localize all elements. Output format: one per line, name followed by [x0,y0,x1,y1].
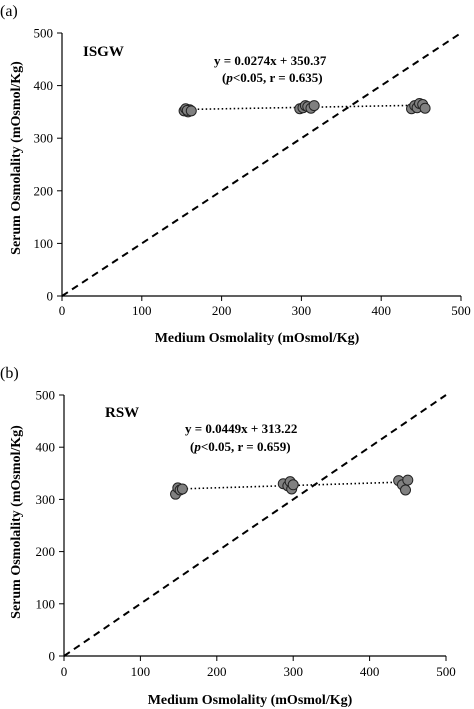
y-tick-label: 100 [34,236,54,251]
data-point [308,100,320,112]
y-tick-label: 500 [34,26,54,41]
data-point [400,484,412,496]
p-symbol: p [193,439,201,454]
y-tick-label: 400 [34,78,54,93]
p-symbol: p [225,70,233,85]
y-tick-label: 300 [36,492,56,507]
x-tick-label: 100 [131,664,151,679]
x-tick-label: 300 [292,303,312,318]
data-point [185,105,197,117]
panel-b: (b) RSW y = 0.0449x + 313.22 (p<0.05, r … [0,365,456,708]
y-tick-label: 200 [34,183,54,198]
data-point [419,102,431,114]
x-tick-label: 500 [451,303,471,318]
data-point [402,474,414,486]
regression-stats: (p<0.05, r = 0.635) [222,70,323,85]
y-tick-label: 100 [36,596,56,611]
identity-line [61,32,462,297]
y-axis-label: Serum Osmolality (mOsmol/Kg) [9,425,24,619]
panel-a: (a) ISGW y = 0.0274x + 350.37 (p<0.05, r… [0,3,471,346]
y-tick-label: 500 [36,388,56,403]
stats-rest: <0.05, r = 0.635) [233,70,323,85]
y-tick-label: 0 [47,289,54,304]
x-tick-label: 0 [59,303,66,318]
identity-line [63,394,447,657]
x-tick-label: 300 [283,664,303,679]
x-axis-label: Medium Osmolality (mOsmol/Kg) [148,693,353,708]
data-point [176,483,188,495]
y-tick-label: 300 [34,131,54,146]
panel-label: (a) [0,3,18,20]
chart-title: ISGW [83,44,124,60]
x-tick-label: 400 [371,303,391,318]
regression-equation: y = 0.0274x + 350.37 [214,53,327,68]
x-tick-label: 200 [212,303,232,318]
x-tick-label: 0 [61,664,68,679]
chart-title: RSW [105,405,139,421]
y-axis-label: Serum Osmolality (mOsmol/Kg) [9,61,24,255]
x-tick-label: 500 [436,664,456,679]
x-tick-label: 200 [207,664,227,679]
panel-label: (b) [0,365,19,382]
x-tick-label: 400 [360,664,380,679]
x-axis-label: Medium Osmolality (mOsmol/Kg) [155,331,360,346]
y-tick-label: 0 [49,649,56,664]
x-tick-label: 100 [132,303,152,318]
data-point [287,479,299,491]
y-tick-label: 400 [36,440,56,455]
stats-rest: <0.05, r = 0.659) [201,439,291,454]
regression-equation: y = 0.0449x + 313.22 [185,421,297,436]
y-tick-label: 200 [36,544,56,559]
regression-stats: (p<0.05, r = 0.659) [190,439,291,454]
